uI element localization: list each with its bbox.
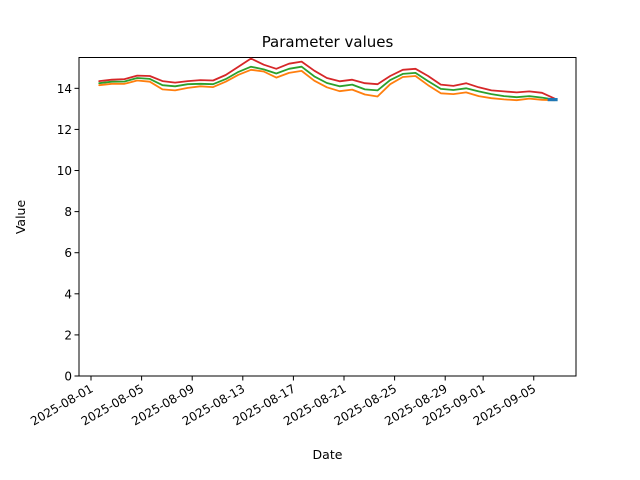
y-tick-label: 0 <box>64 370 72 384</box>
y-axis-label: Value <box>13 200 28 235</box>
series-line-0 <box>98 57 556 100</box>
series-lines <box>98 57 558 102</box>
y-tick-label: 8 <box>64 205 72 219</box>
series-line-2 <box>98 68 556 102</box>
series-line-1 <box>98 65 556 101</box>
y-tick-label: 4 <box>64 287 72 301</box>
x-axis-label: Date <box>313 447 343 462</box>
y-tick-label: 10 <box>57 164 72 178</box>
y-tick-label: 6 <box>64 246 72 260</box>
y-tick-label: 14 <box>57 82 72 96</box>
y-tick-label: 2 <box>64 328 72 342</box>
chart-title: Parameter values <box>262 33 394 51</box>
plot-frame <box>78 57 577 377</box>
y-tick-label: 12 <box>57 123 72 137</box>
